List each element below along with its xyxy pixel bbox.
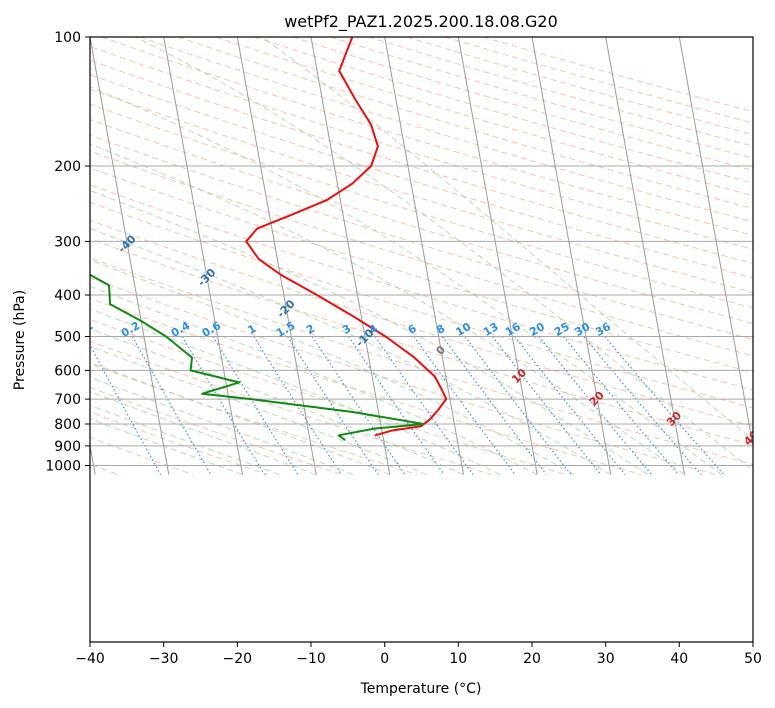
x-tick-label: 30 xyxy=(597,651,615,667)
x-tick-label: 20 xyxy=(523,651,541,667)
moist-adiabat-line xyxy=(90,285,538,476)
y-tick-label: 900 xyxy=(54,439,81,455)
dry-adiabat-line xyxy=(90,219,753,427)
dry-adiabat-line xyxy=(90,411,268,476)
dry-adiabat-line xyxy=(90,386,343,476)
dry-adiabat-line xyxy=(90,277,716,476)
mixing-ratio-line xyxy=(538,336,653,475)
mixing-ratio-line xyxy=(311,336,406,475)
moist-adiabat-line xyxy=(90,328,464,476)
dry-adiabat-line xyxy=(90,74,753,279)
dry-adiabat-line xyxy=(90,257,753,466)
dewpoint-profile-line xyxy=(90,273,425,441)
mixing-ratio-label: 0.1 xyxy=(72,319,95,340)
dry-adiabat-line xyxy=(90,297,642,476)
isotherm-line xyxy=(605,37,685,475)
chart-title: wetPf2_PAZ1.2025.200.18.08.G20 xyxy=(284,12,558,32)
mixing-ratio-line xyxy=(413,336,516,475)
dry-adiabat-line xyxy=(90,103,753,309)
moist-adiabat-line xyxy=(135,37,753,472)
mixing-ratio-line xyxy=(464,336,572,475)
isotherm-line xyxy=(236,37,317,475)
x-tick-label: −30 xyxy=(149,651,179,667)
y-tick-label: 200 xyxy=(54,159,81,175)
mixing-ratio-line xyxy=(90,343,162,475)
x-tick-label: −20 xyxy=(223,651,253,667)
moist-adiabat-line xyxy=(90,227,612,476)
isotherm-line xyxy=(310,37,391,475)
dry-adiabat-line xyxy=(90,59,753,264)
moist-adiabat-line xyxy=(90,189,648,476)
mixing-ratio-lines xyxy=(90,336,725,475)
x-tick-label: −40 xyxy=(75,651,105,667)
dry-adiabat-line xyxy=(90,436,194,476)
x-tick-label: 0 xyxy=(380,651,389,667)
y-axis-label: Pressure (hPa) xyxy=(12,290,28,390)
moist-adiabats xyxy=(90,37,753,476)
isotherm-line xyxy=(678,37,753,449)
plot-frame xyxy=(89,36,754,643)
isotherm-line xyxy=(531,37,612,475)
y-tick-label: 100 xyxy=(54,30,81,46)
x-tick-label: 10 xyxy=(449,651,467,667)
moist-adiabat-line xyxy=(90,86,722,475)
dry-adiabat-line xyxy=(90,318,567,476)
x-tick-label: 40 xyxy=(670,651,688,667)
moist-adiabat-line xyxy=(261,37,753,441)
dry-adiabat-line xyxy=(90,45,753,250)
dry-adiabat-line xyxy=(90,363,418,476)
isotherm-label: 40 xyxy=(741,428,761,448)
x-tick-label: 50 xyxy=(744,651,762,667)
x-tick-label: −10 xyxy=(296,651,326,667)
y-tick-label: 800 xyxy=(54,417,81,433)
profile-series xyxy=(90,37,448,441)
isotherm-line xyxy=(90,37,170,475)
y-tick-label: 600 xyxy=(54,363,81,379)
mixing-ratio-line xyxy=(212,336,299,475)
mixing-ratio-line xyxy=(181,336,266,475)
dry-adiabat-line xyxy=(90,184,753,391)
isotherm-line xyxy=(384,37,464,475)
x-axis-label: Temperature (°C) xyxy=(360,681,482,697)
moist-adiabat-line xyxy=(90,345,427,476)
moist-adiabat-line xyxy=(90,308,501,476)
y-tick-label: 500 xyxy=(54,330,81,346)
dry-adiabat-line xyxy=(90,167,753,374)
mixing-ratio-line xyxy=(253,336,343,475)
plot-area: 0.10.20.40.611.52346810131620253036-100-… xyxy=(72,37,761,476)
mixing-ratio-line xyxy=(604,336,725,475)
mixing-ratio-line xyxy=(583,336,702,475)
moist-adiabat-line xyxy=(90,259,575,476)
mixing-ratio-line xyxy=(287,336,379,475)
y-tick-label: 300 xyxy=(54,234,81,250)
isotherm-line xyxy=(457,37,538,475)
dry-adiabat-line xyxy=(90,88,753,294)
moist-adiabat-line xyxy=(90,143,685,476)
temperature-profile-line xyxy=(245,37,448,437)
isotherm-line xyxy=(163,37,243,475)
y-tick-label: 400 xyxy=(54,288,81,304)
y-tick-label: 700 xyxy=(54,392,81,408)
isotherms xyxy=(90,37,753,475)
axis-ticks: −40 −30 −20 −10 0 10 20 30 40 50 100 200 300 400 500 60… xyxy=(45,30,762,667)
y-tick-label: 1000 xyxy=(45,459,81,475)
mixing-ratio-line xyxy=(563,336,680,475)
